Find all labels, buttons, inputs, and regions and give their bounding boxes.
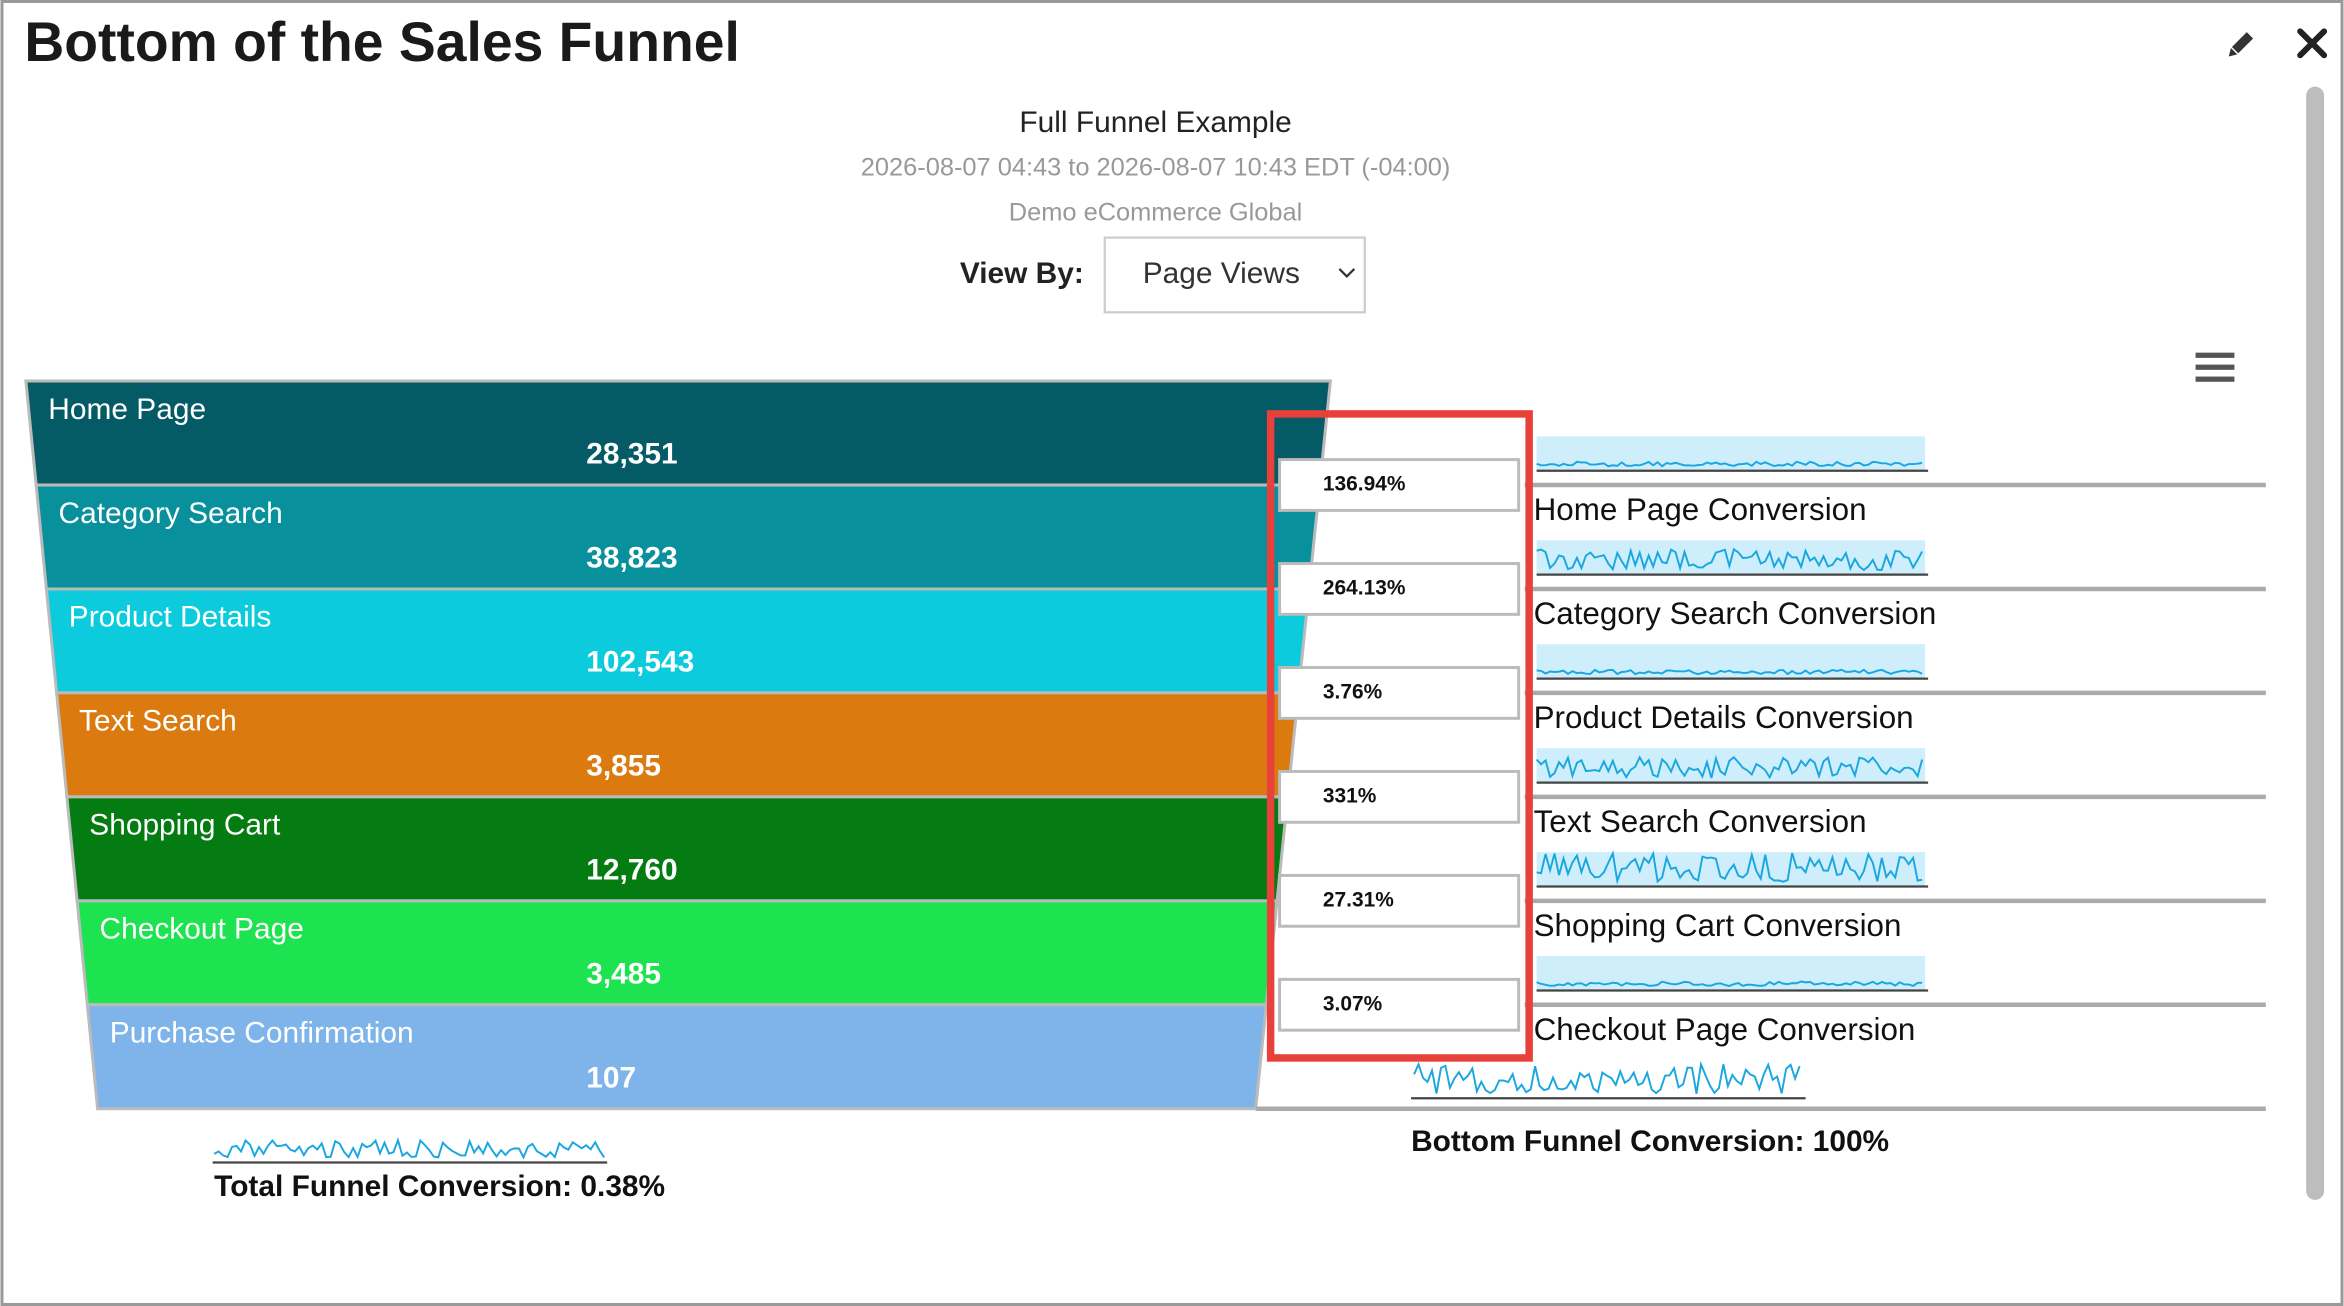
conversion-box	[1278, 666, 1521, 720]
conversion-label: Home Page Conversion	[1534, 492, 1867, 527]
stage-value: 107	[586, 1061, 636, 1094]
sparkline-area	[1536, 748, 1926, 783]
conversion-label: Product Details Conversion	[1534, 700, 1914, 735]
funnel-stage	[24, 379, 1333, 487]
date-range: 2026-08-07 04:43 to 2026-08-07 10:43 EDT…	[861, 154, 1451, 182]
stage-value: 3,855	[586, 750, 661, 783]
sparkline	[1535, 754, 1924, 780]
stage-name: Product Details	[69, 601, 272, 634]
step-conversion: 27.31%	[1323, 888, 1394, 911]
highlight-box	[1266, 410, 1533, 1062]
stage-name: Category Search	[59, 497, 283, 530]
conversion-label: Checkout Page Conversion	[1534, 1012, 1916, 1047]
step-conversion: 331%	[1323, 784, 1377, 807]
sparkline-area	[1536, 644, 1926, 679]
sparkline	[1536, 850, 1923, 885]
conversion-box	[1278, 458, 1521, 512]
widget-title: Bottom of the Sales Funnel	[24, 11, 739, 73]
view-by-label: View By:	[960, 257, 1084, 290]
stage-value: 28,351	[586, 438, 677, 471]
chart-menu[interactable]	[2195, 352, 2235, 382]
view-by-value: Page Views	[1143, 257, 1300, 290]
scrollbar[interactable]	[2306, 86, 2325, 1200]
conversion-box	[1278, 562, 1521, 616]
stage-value: 38,823	[586, 542, 677, 575]
site-name: Demo eCommerce Global	[1009, 198, 1303, 226]
funnel-stage	[54, 691, 1301, 799]
conversion-box	[1278, 873, 1521, 928]
report-name: Full Funnel Example	[1019, 106, 1291, 139]
conversion-box	[1278, 769, 1521, 824]
edit-button[interactable]	[2226, 32, 2254, 59]
sparkline	[1536, 668, 1923, 676]
conversion-label: Category Search Conversion	[1534, 596, 1937, 631]
conversion-label: Shopping Cart Conversion	[1534, 908, 1902, 943]
stage-value: 102,543	[586, 646, 694, 679]
stage-name: Home Page	[48, 393, 206, 426]
sparkline	[1413, 1060, 1801, 1095]
total-conversion: Total Funnel Conversion: 0.38%	[214, 1170, 665, 1203]
sparkline	[1536, 460, 1923, 468]
step-conversion: 3.07%	[1323, 992, 1383, 1015]
sparkline	[1536, 980, 1923, 987]
conversion-label: Text Search Conversion	[1534, 804, 1867, 839]
conversion-panel: 136.94% Home Page Conversion 264.13% Catego…	[212, 436, 2266, 1164]
stage-name: Checkout Page	[100, 913, 304, 946]
stage-name: Shopping Cart	[89, 809, 281, 842]
close-button[interactable]	[2297, 28, 2328, 59]
step-conversion: 136.94%	[1323, 473, 1406, 496]
stage-name: Text Search	[79, 705, 237, 738]
stage-value: 3,485	[586, 957, 661, 990]
bottom-conversion: Bottom Funnel Conversion: 100%	[1411, 1125, 1889, 1158]
sparkline	[213, 1137, 605, 1160]
sparkline	[1536, 547, 1923, 572]
funnel: Home Page 28,351 Category Search 38,823 Prod…	[24, 379, 1333, 1111]
step-conversion: 3.76%	[1323, 680, 1383, 703]
stage-name: Purchase Confirmation	[110, 1017, 414, 1050]
conversion-box	[1278, 977, 1521, 1032]
stage-value: 12,760	[586, 853, 677, 886]
view-by-select[interactable]: Page Views	[1103, 236, 1366, 314]
step-conversion: 264.13%	[1323, 576, 1406, 599]
